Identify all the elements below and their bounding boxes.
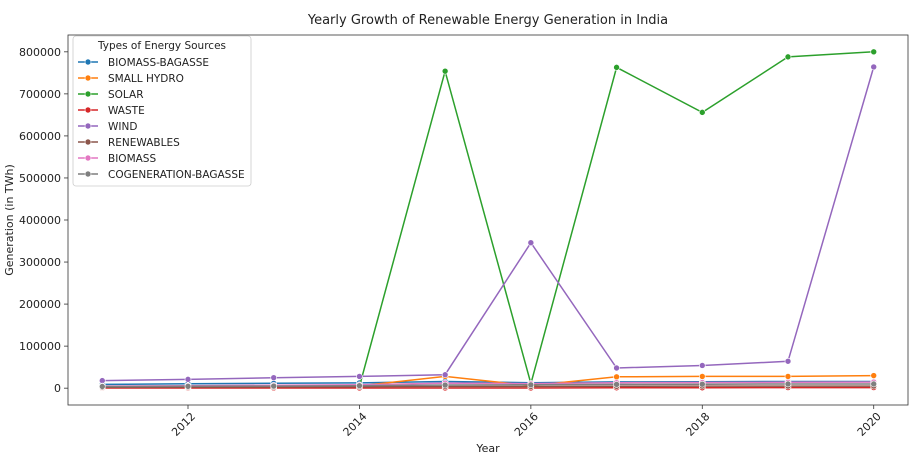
legend: Types of Energy Sources BIOMASS-BAGASSE S… xyxy=(73,36,251,186)
legend-item-label: WASTE xyxy=(108,105,145,117)
data-point xyxy=(356,383,362,389)
legend-swatch-marker xyxy=(85,155,91,161)
data-point xyxy=(614,374,620,380)
data-point xyxy=(785,358,791,364)
data-point xyxy=(871,373,877,379)
legend-swatch-marker xyxy=(85,59,91,65)
data-point xyxy=(785,54,791,60)
data-point xyxy=(871,49,877,55)
data-point xyxy=(356,373,362,379)
x-tick-label: 2014 xyxy=(341,410,370,439)
legend-item-label: BIOMASS xyxy=(108,153,156,165)
y-tick-label: 200000 xyxy=(19,298,61,311)
data-point xyxy=(614,64,620,70)
legend-swatch-marker xyxy=(85,171,91,177)
y-tick-label: 400000 xyxy=(19,214,61,227)
data-point xyxy=(614,365,620,371)
x-tick-label: 2012 xyxy=(169,410,198,439)
data-point xyxy=(99,378,105,384)
y-tick-label: 700000 xyxy=(19,88,61,101)
legend-swatch-marker xyxy=(85,91,91,97)
data-point xyxy=(185,376,191,382)
legend-swatch-marker xyxy=(85,107,91,113)
legend-item-label: COGENERATION-BAGASSE xyxy=(108,169,245,181)
y-tick-label: 100000 xyxy=(19,340,61,353)
x-tick-label: 2020 xyxy=(855,410,884,439)
y-axis-label: Generation (in TWh) xyxy=(3,164,16,276)
data-point xyxy=(442,382,448,388)
y-axis: 0 100000 200000 300000 400000 500000 600000 700… xyxy=(19,46,68,395)
x-tick-label: 2018 xyxy=(683,410,712,439)
y-tick-label: 500000 xyxy=(19,172,61,185)
x-axis-label: Year xyxy=(475,442,500,455)
legend-item-label: WIND xyxy=(108,121,137,133)
data-point xyxy=(99,384,105,390)
x-axis: 2012 2014 2016 2018 2020 xyxy=(169,405,884,439)
data-point xyxy=(785,373,791,379)
data-point xyxy=(699,373,705,379)
y-tick-label: 0 xyxy=(54,382,61,395)
data-point xyxy=(699,362,705,368)
legend-item-label: SOLAR xyxy=(108,89,144,101)
data-point xyxy=(699,109,705,115)
legend-swatch-marker xyxy=(85,139,91,145)
data-point xyxy=(271,383,277,389)
y-tick-label: 300000 xyxy=(19,256,61,269)
data-point xyxy=(699,381,705,387)
data-point xyxy=(614,381,620,387)
x-tick-label: 2016 xyxy=(512,410,541,439)
legend-swatch-marker xyxy=(85,123,91,129)
data-point xyxy=(871,64,877,70)
legend-item-label: BIOMASS-BAGASSE xyxy=(108,57,209,69)
data-point xyxy=(528,382,534,388)
legend-title: Types of Energy Sources xyxy=(97,40,226,52)
data-point xyxy=(185,383,191,389)
data-point xyxy=(528,240,534,246)
legend-item-label: SMALL HYDRO xyxy=(108,73,184,85)
data-point xyxy=(442,372,448,378)
y-tick-label: 600000 xyxy=(19,130,61,143)
data-point xyxy=(871,381,877,387)
chart-title: Yearly Growth of Renewable Energy Genera… xyxy=(307,13,668,28)
data-point xyxy=(785,381,791,387)
data-point xyxy=(271,375,277,381)
y-tick-label: 800000 xyxy=(19,46,61,59)
legend-swatch-marker xyxy=(85,75,91,81)
legend-item-label: RENEWABLES xyxy=(108,137,180,149)
data-point xyxy=(442,68,448,74)
